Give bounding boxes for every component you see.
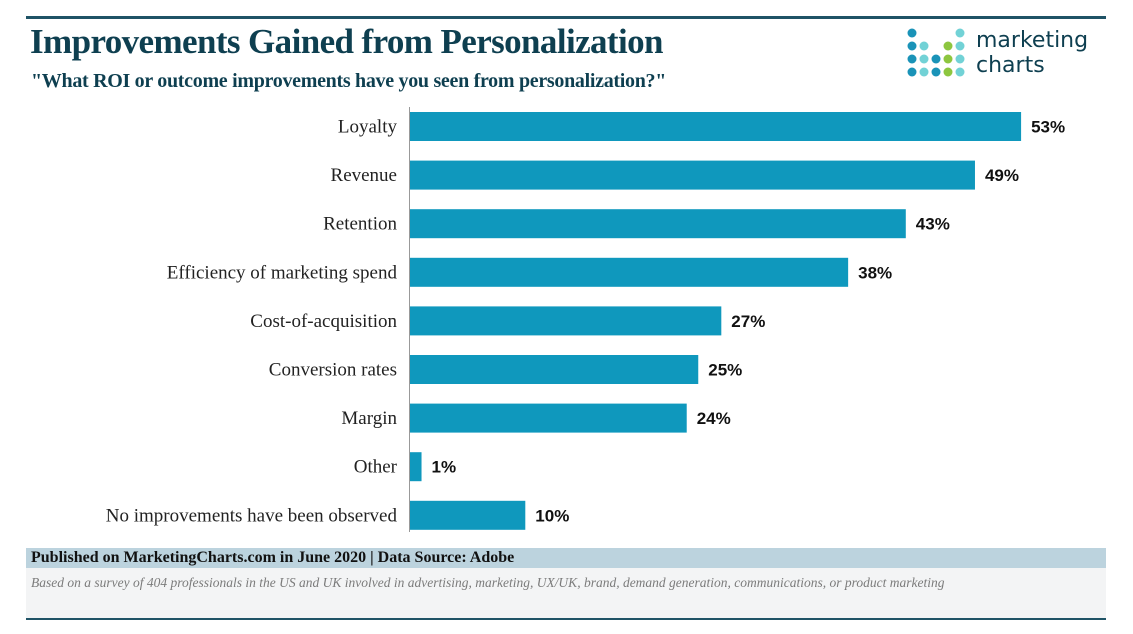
data-label: 53% [1031,118,1065,137]
data-label: 43% [916,215,950,234]
logo-dot [943,67,953,77]
bar [410,112,1022,141]
category-label: Cost-of-acquisition [250,311,397,332]
logo-text: marketing charts [976,28,1088,78]
category-label: Retention [323,214,397,235]
logo-dot [955,54,965,64]
category-label: No improvements have been observed [106,505,398,526]
bar [410,403,687,433]
logo-line1: marketing [976,28,1089,53]
logo-dot [955,41,965,51]
source-bar: Published on MarketingCharts.com in June… [26,548,1106,568]
bar-chart: Loyalty 53% Revenue 49% Retention 43% Efficien… [106,107,1065,532]
data-label: 10% [535,506,569,525]
top-rule [26,16,1106,19]
logo-dot [955,67,965,77]
logo-dot [955,28,965,38]
logo-dot [943,41,953,51]
logo-dot [907,41,917,51]
data-label: 25% [708,361,742,380]
bar [410,452,422,482]
logo-dot [931,54,941,64]
logo-dot [907,28,917,38]
logo-dot [919,41,929,51]
bar [410,209,906,239]
logo-line2: charts [976,53,1045,78]
source-text: Published on MarketingCharts.com in June… [31,549,515,566]
category-label: Other [354,457,398,478]
category-label: Loyalty [338,117,398,138]
chart-subtitle: "What ROI or outcome improvements have y… [31,70,667,92]
category-label: Margin [341,408,397,429]
category-label: Conversion rates [269,360,397,381]
bar [410,355,699,384]
logo-dot [919,67,929,77]
logo-dot [907,54,917,64]
bar [410,257,849,287]
data-label: 38% [858,263,892,282]
note-box: Based on a survey of 404 professionals i… [26,568,1106,620]
data-label: 24% [697,409,731,428]
logo-dot [919,54,929,64]
bar [410,306,722,336]
chart-title: Improvements Gained from Personalization [30,22,663,61]
data-label: 49% [985,166,1019,185]
logo-dots-icon [907,28,965,77]
note-text: Based on a survey of 404 professionals i… [31,575,945,590]
category-label: Revenue [331,165,397,186]
logo-dot [943,54,953,64]
bar [410,500,526,530]
data-label: 27% [731,312,765,331]
bar [410,160,975,190]
category-label: Efficiency of marketing spend [167,262,398,283]
data-label: 1% [432,458,457,477]
logo-dot [907,67,917,77]
logo-dot [931,67,941,77]
